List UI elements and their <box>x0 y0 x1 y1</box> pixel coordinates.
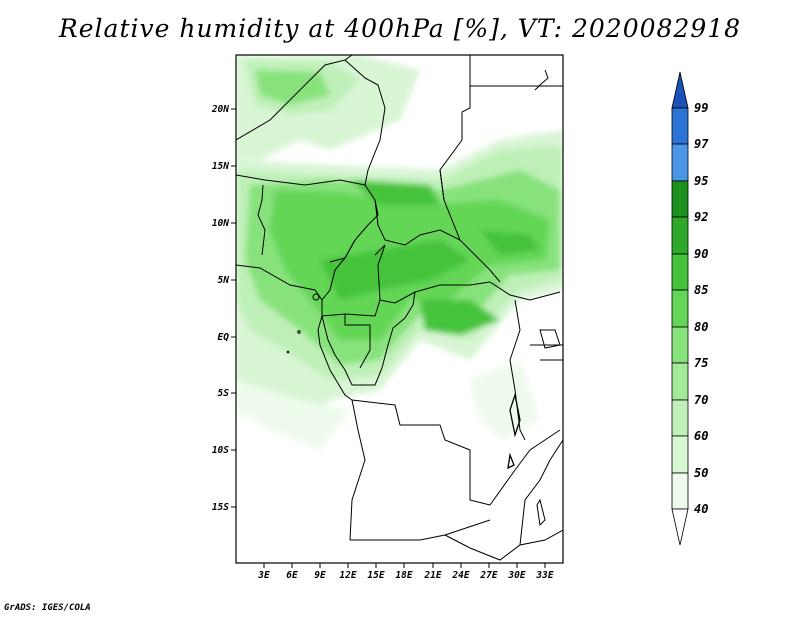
colorbar-label: 40 <box>694 502 708 516</box>
colorbar-segment <box>671 253 689 291</box>
lat-label: 20N <box>211 104 229 115</box>
lat-label: 10S <box>212 445 229 456</box>
colorbar-label: 95 <box>694 174 708 188</box>
colorbar-segment <box>671 399 689 437</box>
lon-label: 30E <box>507 570 525 581</box>
credit-label: GrADS: IGES/COLA <box>4 603 91 613</box>
colorbar-segment <box>671 362 689 401</box>
colorbar-segment <box>671 143 689 182</box>
colorbar-label: 80 <box>694 320 708 334</box>
lon-label: 27E <box>479 570 497 581</box>
colorbar-segment <box>671 180 689 218</box>
colorbar-segment <box>671 326 689 364</box>
lat-label: 10N <box>212 218 229 229</box>
lon-label: 15E <box>367 570 384 581</box>
colorbar-segment <box>671 472 689 510</box>
lon-label: 24E <box>451 570 469 581</box>
colorbar-segment <box>671 289 689 328</box>
colorbar-arrow-top <box>671 71 689 109</box>
map-title: Relative humidity at 400hPa [%], VT: 202… <box>58 14 742 43</box>
humidity-shading <box>236 55 563 450</box>
colorbar: 99 97 95 92 90 85 80 75 70 60 50 40 <box>671 71 709 546</box>
map-frame <box>235 54 564 564</box>
colorbar-segment <box>671 216 689 255</box>
colorbar-label: 70 <box>694 393 708 407</box>
colorbar-label: 97 <box>694 137 709 151</box>
lon-label: 21E <box>423 570 441 581</box>
lon-label: 33E <box>535 570 553 581</box>
colorbar-segment <box>671 435 689 474</box>
colorbar-label: 90 <box>694 247 708 261</box>
colorbar-label: 50 <box>694 466 708 480</box>
lon-label: 9E <box>314 570 326 581</box>
lon-label: 12E <box>339 570 356 581</box>
longitude-axis: 3E 6E 9E 12E 15E 18E 21E 24E 27E 30E 33E <box>257 563 554 581</box>
latitude-axis: 20N 15N 10N 5N EQ 5S 10S 15S <box>211 104 236 513</box>
lon-label: 6E <box>286 570 298 581</box>
colorbar-label: 92 <box>694 210 708 224</box>
colorbar-label: 75 <box>694 356 708 370</box>
lat-label: 5N <box>218 275 230 286</box>
colorbar-segment <box>671 107 689 145</box>
colorbar-label: 99 <box>694 101 708 115</box>
colorbar-arrow-bottom <box>671 508 689 546</box>
colorbar-label: 60 <box>694 429 708 443</box>
country-borders <box>236 55 563 561</box>
lat-label: EQ <box>218 332 230 343</box>
lat-label: 15N <box>212 161 229 172</box>
lon-label: 3E <box>257 570 270 581</box>
lat-label: 5S <box>218 388 230 399</box>
lat-label: 15S <box>212 502 229 513</box>
lon-label: 18E <box>395 570 412 581</box>
colorbar-label: 85 <box>694 283 708 297</box>
